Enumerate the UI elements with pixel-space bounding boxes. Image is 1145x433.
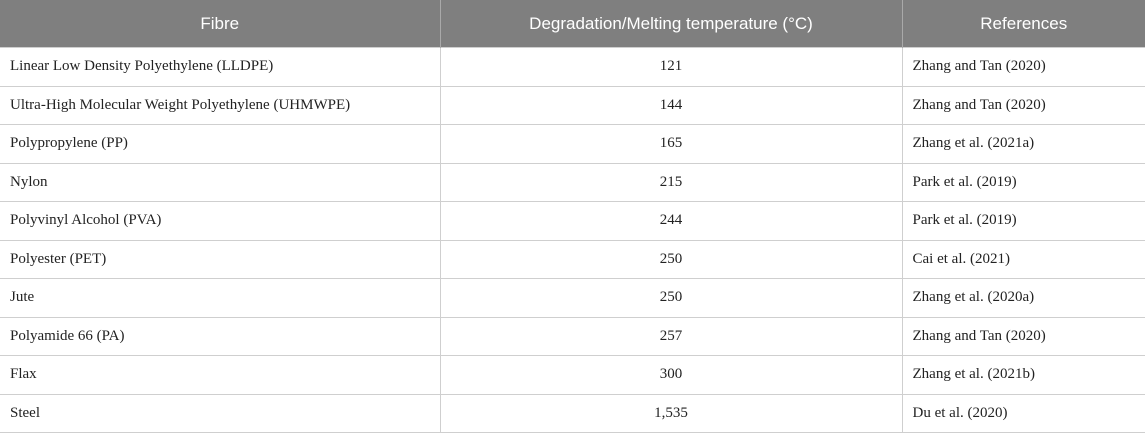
header-cell: References (902, 0, 1145, 48)
table-cell: Zhang et al. (2020a) (901, 278, 1145, 318)
table-cell: 1,535 (439, 393, 903, 433)
table-cell: Jute (0, 278, 441, 318)
table-row: Polyvinyl Alcohol (PVA) 244 Park et al. (2… (0, 201, 1145, 241)
table-cell: 257 (439, 316, 903, 356)
table-cell: Zhang et al. (2021b) (901, 355, 1145, 395)
table-cell: Polypropylene (PP) (0, 124, 441, 164)
table-cell: Zhang and Tan (2020) (901, 316, 1145, 356)
table-cell: Cai et al. (2021) (901, 239, 1145, 279)
table-row: Polyamide 66 (PA) 257 Zhang and Tan (2020) (0, 316, 1145, 356)
table-cell: Zhang et al. (2021a) (901, 124, 1145, 164)
table-cell: 144 (439, 85, 903, 125)
table-cell: 165 (439, 124, 903, 164)
table-cell: Polyester (PET) (0, 239, 441, 279)
table-cell: Ultra-High Molecular Weight Polyethylene… (0, 85, 441, 125)
table-cell: Zhang and Tan (2020) (901, 47, 1145, 87)
table-row: Polyester (PET) 250 Cai et al. (2021) (0, 239, 1145, 279)
table-cell: Flax (0, 355, 441, 395)
table-row: Polypropylene (PP) 165 Zhang et al. (2021a… (0, 124, 1145, 164)
table-cell: Nylon (0, 162, 441, 202)
table-cell: Steel (0, 393, 441, 433)
table-cell: Polyvinyl Alcohol (PVA) (0, 201, 441, 241)
table-cell: Linear Low Density Polyethylene (LLDPE) (0, 47, 441, 87)
table-body: Linear Low Density Polyethylene (LLDPE) 1… (0, 47, 1145, 433)
table-cell: 215 (439, 162, 903, 202)
table-cell: 244 (439, 201, 903, 241)
table-cell: Park et al. (2019) (901, 201, 1145, 241)
table-cell: Du et al. (2020) (901, 393, 1145, 433)
table-cell: 250 (439, 278, 903, 318)
table-cell: 300 (439, 355, 903, 395)
table-row: Steel 1,535 Du et al. (2020) (0, 393, 1145, 433)
table-cell: Polyamide 66 (PA) (0, 316, 441, 356)
table-row: Linear Low Density Polyethylene (LLDPE) 1… (0, 47, 1145, 87)
table-cell: Zhang and Tan (2020) (901, 85, 1145, 125)
header-cell: Degradation/Melting temperature (°C) (440, 0, 903, 48)
header-row: Fibre Degradation/Melting temperature (°C… (0, 0, 1145, 48)
table-cell: 121 (439, 47, 903, 87)
table-row: Ultra-High Molecular Weight Polyethylene… (0, 85, 1145, 125)
header-cell: Fibre (0, 0, 441, 48)
table-row: Nylon 215 Park et al. (2019) (0, 162, 1145, 202)
table-row: Jute 250 Zhang et al. (2020a) (0, 278, 1145, 318)
table-cell: 250 (439, 239, 903, 279)
table-cell: Park et al. (2019) (901, 162, 1145, 202)
table-row: Flax 300 Zhang et al. (2021b) (0, 355, 1145, 395)
